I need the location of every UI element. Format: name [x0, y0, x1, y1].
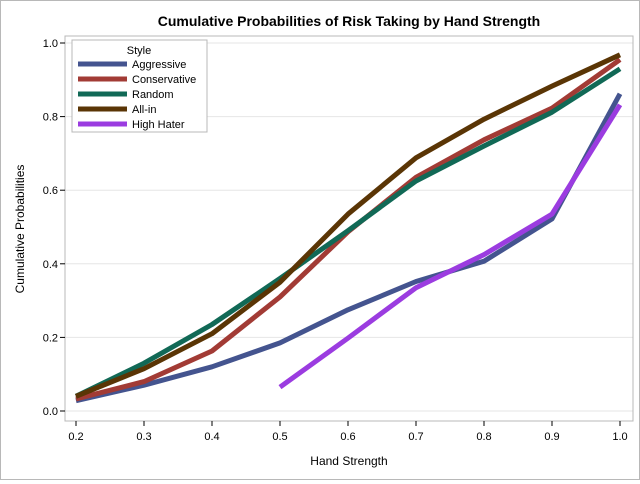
x-tick-label-2: 0.4 [204, 431, 219, 443]
series-line-high-hater [278, 103, 623, 390]
chart-title: Cumulative Probabilities of Risk Taking … [158, 13, 540, 29]
x-tick-label-7: 0.9 [544, 431, 559, 443]
series-line-aggressive [75, 92, 623, 404]
legend-label-random: Random [132, 89, 174, 101]
y-tick-label-0: 0.0 [43, 406, 58, 418]
x-tick-label-8: 1.0 [612, 431, 627, 443]
y-tick-label-4: 0.8 [43, 112, 58, 124]
legend-label-conservative: Conservative [132, 74, 196, 86]
legend: Style Aggressive Conservative Random All-in… [71, 39, 208, 133]
legend-box [71, 39, 208, 133]
x-axis: 0.2 0.3 0.4 0.5 0.6 0.7 0.8 0.9 1.0 [68, 421, 628, 443]
x-tick-label-6: 0.8 [476, 431, 491, 443]
series-lines [74, 52, 623, 404]
x-tick-label-0: 0.2 [68, 431, 83, 443]
legend-label-aggressive: Aggressive [132, 59, 186, 71]
plot-area [64, 35, 634, 422]
legend-label-high-hater: High Hater [132, 119, 185, 131]
x-axis-label: Hand Strength [310, 454, 387, 468]
y-tick-label-5: 1.0 [43, 38, 58, 50]
y-tick-label-3: 0.6 [43, 185, 58, 197]
legend-title: Style [127, 45, 151, 57]
legend-items: Aggressive Conservative Random All-in High H… [78, 59, 196, 131]
y-axis-label: Cumulative Probabilities [13, 165, 27, 294]
legend-label-all-in: All-in [132, 104, 156, 116]
y-tick-label-2: 0.4 [43, 259, 58, 271]
x-tick-label-4: 0.6 [340, 431, 355, 443]
x-tick-label-1: 0.3 [136, 431, 151, 443]
series-line-all-in [75, 52, 622, 399]
series-line-random [74, 66, 622, 399]
x-tick-label-5: 0.7 [408, 431, 423, 443]
y-tick-label-1: 0.2 [43, 332, 58, 344]
y-axis: 0.0 0.2 0.4 0.6 0.8 1.0 [43, 38, 65, 418]
x-tick-label-3: 0.5 [272, 431, 287, 443]
